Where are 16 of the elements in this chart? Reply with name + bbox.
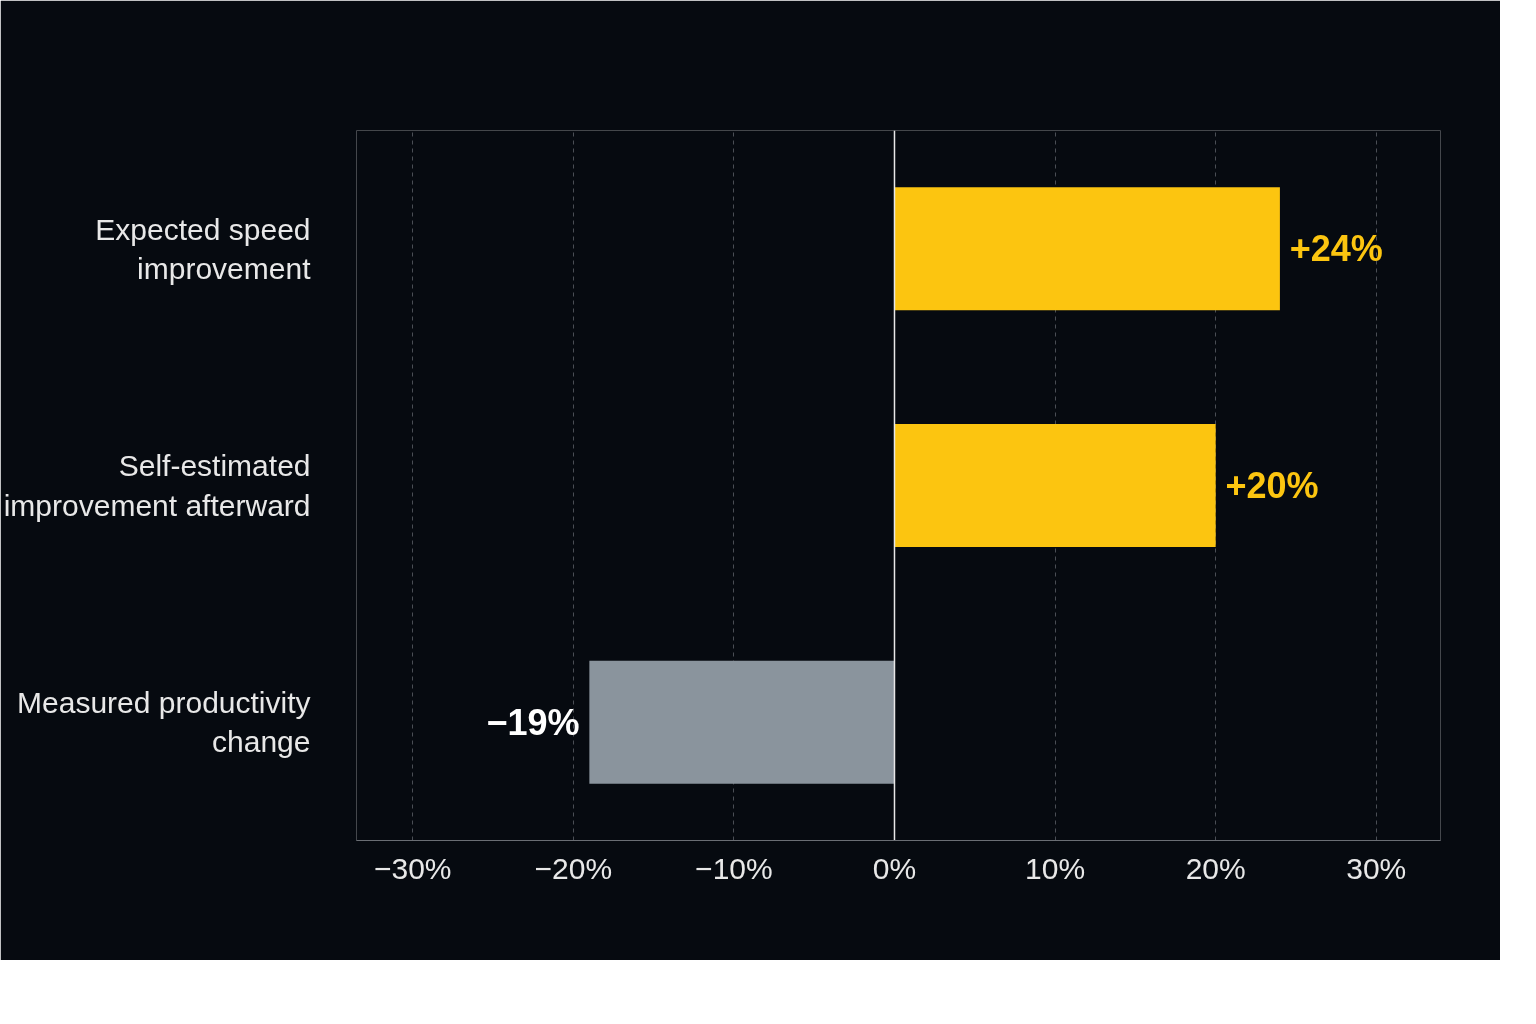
x-tick-label: 30%: [1346, 851, 1407, 885]
bar: [894, 187, 1280, 311]
y-tick-label: Self-estimated improvement afterward: [3, 449, 311, 522]
x-tick-label: −30%: [373, 851, 452, 885]
data-label: +20%: [1225, 465, 1319, 506]
x-tick-label: 0%: [872, 851, 917, 885]
data-label: +24%: [1289, 228, 1383, 270]
bar: [589, 660, 895, 784]
x-tick-label: −10%: [695, 851, 773, 885]
y-tick-label: Expected speed improvement: [95, 212, 312, 286]
data-label: −19%: [486, 701, 580, 743]
x-tick-label: 10%: [1025, 851, 1086, 885]
y-tick-label: Measured productivity change: [17, 685, 311, 759]
x-tick-label: 20%: [1185, 851, 1246, 885]
bar: [894, 423, 1216, 548]
x-tick-label: −20%: [534, 851, 613, 885]
